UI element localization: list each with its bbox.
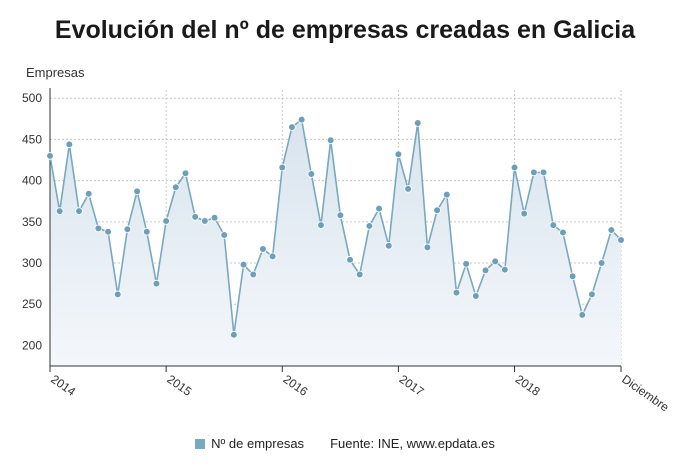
data-point[interactable]: [288, 123, 296, 131]
data-point[interactable]: [510, 163, 519, 172]
data-point[interactable]: [452, 288, 461, 297]
data-point[interactable]: [326, 136, 335, 145]
y-tick-label: 250: [22, 297, 42, 311]
data-point[interactable]: [172, 183, 180, 192]
data-point[interactable]: [559, 228, 567, 237]
series-area: [50, 119, 621, 366]
data-point[interactable]: [472, 292, 480, 300]
source-note: Fuente: INE, www.epdata.es: [330, 436, 495, 451]
y-tick-label: 450: [22, 132, 42, 146]
data-point[interactable]: [181, 169, 190, 178]
x-tick-label: 2016: [281, 372, 311, 399]
data-point[interactable]: [442, 190, 451, 199]
data-point[interactable]: [394, 150, 403, 159]
data-point[interactable]: [346, 255, 354, 264]
legend-swatch: [195, 439, 206, 449]
data-point[interactable]: [375, 204, 383, 213]
x-tick-label: 2015: [164, 372, 194, 399]
y-tick-label: 500: [22, 91, 42, 105]
data-point[interactable]: [423, 243, 432, 252]
data-point[interactable]: [597, 259, 606, 267]
data-point[interactable]: [249, 270, 258, 279]
data-point[interactable]: [162, 217, 170, 225]
data-point[interactable]: [578, 311, 587, 319]
data-point[interactable]: [201, 217, 209, 225]
data-point[interactable]: [481, 266, 490, 275]
y-tick-label: 200: [22, 338, 42, 352]
data-point[interactable]: [104, 227, 112, 236]
data-point[interactable]: [413, 119, 422, 127]
data-point[interactable]: [113, 290, 122, 299]
data-point[interactable]: [84, 190, 93, 198]
data-point[interactable]: [501, 265, 509, 274]
data-point[interactable]: [336, 211, 345, 220]
data-point[interactable]: [433, 206, 441, 215]
x-tick-label: Diciembre: [619, 372, 672, 415]
data-point[interactable]: [239, 260, 248, 269]
data-point[interactable]: [317, 221, 325, 229]
data-point[interactable]: [142, 227, 151, 236]
y-tick-label: 300: [22, 256, 42, 270]
data-point[interactable]: [365, 222, 374, 230]
data-point[interactable]: [404, 185, 412, 193]
x-tick-label: 2014: [48, 372, 78, 399]
data-point[interactable]: [530, 168, 538, 177]
data-point[interactable]: [259, 245, 267, 253]
data-point[interactable]: [384, 241, 393, 250]
data-point[interactable]: [307, 170, 316, 178]
data-point[interactable]: [607, 226, 616, 234]
data-point[interactable]: [94, 224, 103, 233]
data-point[interactable]: [549, 221, 558, 229]
data-point[interactable]: [133, 187, 141, 196]
data-point[interactable]: [75, 207, 83, 215]
data-point[interactable]: [220, 231, 229, 239]
chart-title: Evolución del nº de empresas creadas en …: [54, 16, 636, 44]
data-point[interactable]: [65, 140, 74, 149]
y-tick-label: 400: [22, 174, 42, 188]
data-point[interactable]: [278, 163, 287, 172]
data-point[interactable]: [268, 252, 277, 261]
y-tick-label: 350: [22, 215, 42, 229]
data-point[interactable]: [55, 207, 64, 215]
data-point[interactable]: [588, 290, 596, 299]
data-point[interactable]: [297, 115, 306, 124]
data-point[interactable]: [491, 257, 499, 266]
data-point[interactable]: [210, 213, 219, 222]
x-tick-label: 2017: [397, 372, 427, 399]
data-point[interactable]: [568, 272, 577, 280]
data-point[interactable]: [520, 209, 529, 218]
data-point[interactable]: [191, 213, 199, 221]
legend-label: Nº de empresas: [211, 436, 305, 451]
data-point[interactable]: [355, 270, 364, 279]
data-point[interactable]: [230, 330, 238, 339]
data-point[interactable]: [46, 152, 54, 160]
data-point[interactable]: [617, 236, 625, 244]
series-line: [49, 118, 622, 336]
y-axis-label: Empresas: [26, 65, 85, 80]
chart-footer: Nº de empresas Fuente: INE, www.epdata.es: [0, 436, 690, 451]
data-point[interactable]: [462, 260, 470, 268]
data-point[interactable]: [123, 225, 132, 234]
data-point[interactable]: [539, 168, 548, 177]
data-point[interactable]: [152, 279, 161, 288]
x-tick-label: 2018: [513, 372, 543, 399]
